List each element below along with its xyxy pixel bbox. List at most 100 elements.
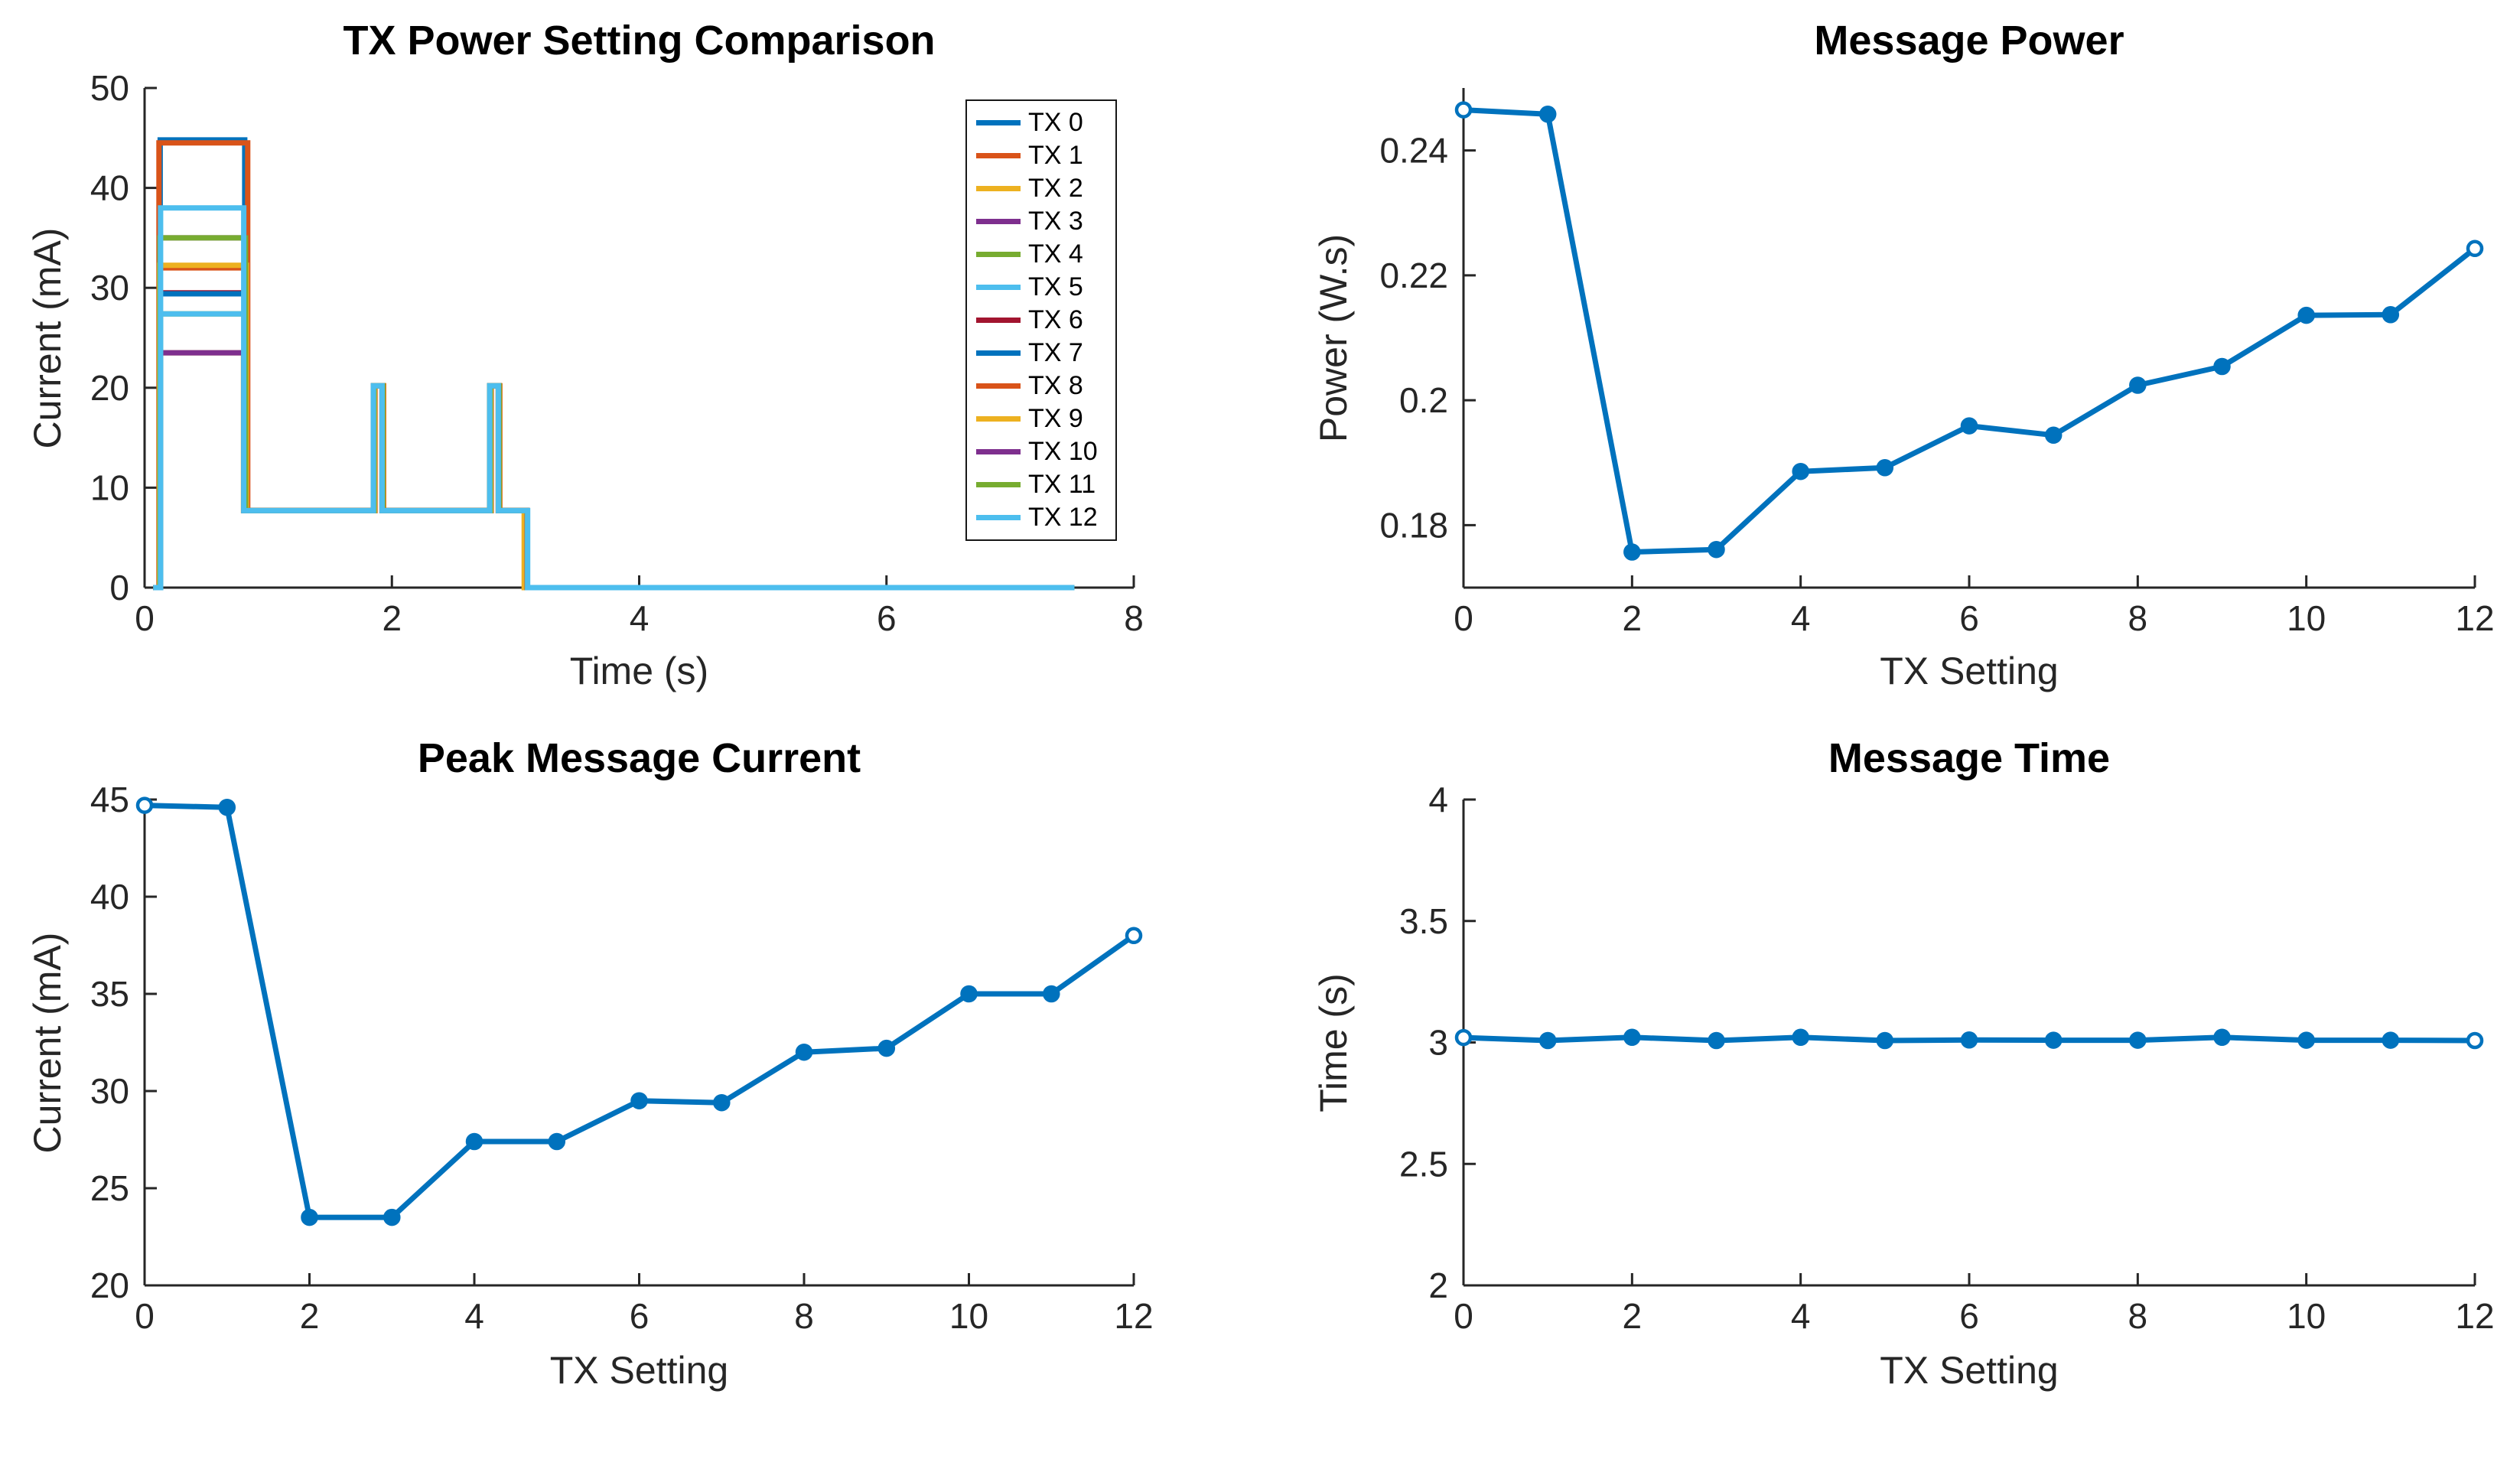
data-point-marker xyxy=(2129,376,2147,394)
y-tick-label: 45 xyxy=(90,780,129,819)
x-tick-label: 6 xyxy=(1959,1296,1979,1336)
legend-label: TX 3 xyxy=(1028,207,1083,236)
data-point-marker xyxy=(135,796,154,814)
x-tick-label: 10 xyxy=(949,1296,988,1336)
legend-label: TX 7 xyxy=(1028,338,1083,367)
data-point-marker xyxy=(2382,1031,2400,1049)
x-tick-label: 4 xyxy=(1791,598,1811,638)
legend-swatch xyxy=(976,416,1021,422)
data-point-marker xyxy=(630,1092,648,1109)
plot-title: Message Time xyxy=(1828,735,2111,781)
plot-title: TX Power Setting Comparison xyxy=(343,18,936,64)
series-line-tx-12 xyxy=(153,205,1075,591)
x-tick-label: 4 xyxy=(630,598,650,638)
x-tick-label: 0 xyxy=(135,1296,155,1336)
legend-swatch xyxy=(976,350,1021,356)
y-tick-label: 0.24 xyxy=(1379,131,1448,171)
y-axis-label: Power (W.s) xyxy=(1312,233,1355,442)
y-tick-label: 40 xyxy=(90,168,129,208)
legend-item: TX 10 xyxy=(967,435,1115,468)
legend: TX 0 TX 1 TX 2 TX 3 TX 4 TX 5 TX 6 TX 7 TX 8 TX 9… xyxy=(965,99,1117,541)
legend-swatch xyxy=(976,252,1021,257)
legend-swatch xyxy=(976,219,1021,224)
data-point-marker xyxy=(465,1132,483,1151)
y-tick-label: 3 xyxy=(1428,1023,1448,1063)
data-point-marker xyxy=(1960,417,1978,435)
data-point-marker xyxy=(2044,1031,2063,1049)
legend-item: TX 12 xyxy=(967,501,1115,534)
x-tick-label: 8 xyxy=(2128,598,2148,638)
legend-item: TX 9 xyxy=(967,402,1115,435)
data-point-marker xyxy=(1792,462,1809,480)
y-tick-label: 10 xyxy=(90,467,129,507)
x-tick-label: 0 xyxy=(1454,598,1473,638)
x-tick-label: 4 xyxy=(1791,1296,1811,1336)
data-point-marker xyxy=(2044,426,2063,445)
x-tick-label: 2 xyxy=(382,598,402,638)
data-point-marker xyxy=(877,1039,896,1057)
series-line-tx-2 xyxy=(153,350,1075,591)
series-line xyxy=(142,803,1137,1220)
x-axis-label: TX Setting xyxy=(1880,650,2059,692)
legend-label: TX 2 xyxy=(1028,174,1083,203)
data-point-marker xyxy=(1043,985,1060,1003)
legend-label: TX 11 xyxy=(1028,470,1096,499)
y-axis-label: Time (s) xyxy=(1312,972,1355,1112)
x-tick-label: 2 xyxy=(1623,598,1643,638)
legend-item: TX 6 xyxy=(967,304,1115,337)
y-tick-label: 0.22 xyxy=(1379,256,1448,295)
series-line-tx-5 xyxy=(153,311,1075,591)
data-point-marker xyxy=(960,985,978,1003)
x-tick-label: 12 xyxy=(1114,1296,1153,1336)
data-point-marker xyxy=(2297,306,2315,324)
series-line-tx-10 xyxy=(153,235,1075,591)
data-point-marker xyxy=(548,1132,566,1151)
legend-label: TX 4 xyxy=(1028,239,1083,269)
legend-swatch xyxy=(976,285,1021,290)
series-line-tx-8 xyxy=(153,265,1075,591)
y-tick-label: 40 xyxy=(90,877,129,917)
data-point-marker xyxy=(1454,1028,1473,1047)
x-tick-label: 2 xyxy=(1623,1296,1643,1336)
data-point-marker xyxy=(1876,459,1894,477)
x-tick-label: 8 xyxy=(1124,598,1144,638)
data-point-marker xyxy=(2213,1028,2231,1047)
series-line-tx-6 xyxy=(153,290,1075,591)
legend-swatch xyxy=(976,482,1021,487)
legend-label: TX 5 xyxy=(1028,272,1083,301)
y-tick-label: 2.5 xyxy=(1399,1144,1448,1184)
y-tick-label: 30 xyxy=(90,1071,129,1111)
legend-swatch xyxy=(976,153,1021,158)
series-line-tx-4 xyxy=(153,311,1075,591)
x-tick-label: 6 xyxy=(877,598,897,638)
legend-swatch xyxy=(976,449,1021,454)
x-axis-label: TX Setting xyxy=(549,1349,729,1392)
y-tick-label: 2 xyxy=(1428,1265,1448,1305)
data-point-marker xyxy=(2129,1031,2147,1049)
x-tick-label: 8 xyxy=(794,1296,814,1336)
data-point-marker xyxy=(301,1208,318,1226)
y-tick-label: 35 xyxy=(90,974,129,1014)
legend-label: TX 9 xyxy=(1028,404,1083,433)
y-tick-label: 4 xyxy=(1428,780,1448,819)
y-tick-label: 3.5 xyxy=(1399,901,1448,941)
data-point-marker xyxy=(1876,1031,1894,1050)
x-tick-label: 10 xyxy=(2287,598,2326,638)
legend-item: TX 5 xyxy=(967,271,1115,304)
y-tick-label: 25 xyxy=(90,1168,129,1208)
x-axis-label: Time (s) xyxy=(569,650,709,692)
data-point-marker xyxy=(2382,306,2400,324)
series-line-tx-9 xyxy=(153,262,1075,591)
plot-title: Peak Message Current xyxy=(417,735,861,781)
y-axis-label: Current (mA) xyxy=(26,227,69,448)
data-point-marker xyxy=(218,798,236,816)
plot-area-message-power: 0 2 4 6 8 10 12 0.18 0.2 0.22 0.24 xyxy=(1379,88,2495,638)
legend-label: TX 8 xyxy=(1028,371,1083,400)
y-tick-label: 30 xyxy=(90,268,129,308)
x-axis-label: TX Setting xyxy=(1880,1349,2059,1392)
data-point-marker xyxy=(795,1043,813,1061)
legend-label: TX 0 xyxy=(1028,108,1083,137)
legend-item: TX 8 xyxy=(967,370,1115,402)
data-point-marker xyxy=(1623,1028,1641,1047)
